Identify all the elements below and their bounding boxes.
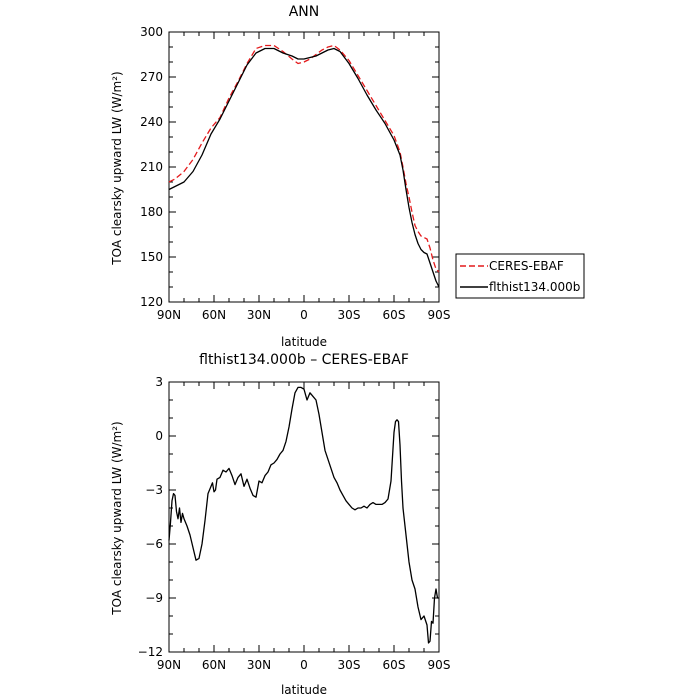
legend-label-flthist: flthist134.000b [489,280,580,294]
bottom-chart-y-axis-label: TOA clearsky upward LW (W/m²) [110,421,124,615]
top-chart-x-axis-label: latitude [281,335,327,349]
bottom-chart-title: flthist134.000b – CERES-EBAF [199,352,409,368]
top-chart-y-tick-label: 270 [140,70,163,84]
bottom-chart-x-tick-label: 90N [157,658,181,672]
top-chart-y-tick-label: 240 [140,115,163,129]
bottom-chart-y-tick-label: 3 [155,375,163,389]
top-chart-x-tick-label: 90N [157,308,181,322]
legend: CERES-EBAF flthist134.000b [455,253,585,299]
bottom-chart-x-tick-label: 0 [300,658,308,672]
top-chart-x-tick-label: 60N [202,308,226,322]
top-chart-axes: 90N 60N 30N 0 30S 60S 90S 120 150 180 210 240 270 300 [140,25,450,322]
top-chart-y-tick-label: 300 [140,25,163,39]
bottom-chart-y-tick-label: −3 [145,483,163,497]
bottom-chart-x-axis-label: latitude [281,683,327,697]
bottom-chart-y-tick-label: −12 [138,645,163,659]
bottom-chart-panel: flthist134.000b – CERES-EBAF 90N 60N 30N 0 3… [110,352,450,697]
top-chart-y-tick-label: 120 [140,295,163,309]
top-chart-x-tick-label: 30N [247,308,271,322]
top-chart-plot-frame [168,31,440,303]
bottom-chart-y-tick-label: −9 [145,591,163,605]
top-chart-panel: ANN 90N 60N 30N 0 30S 60S 90S 120 150 180 210 240 27… [110,4,450,349]
top-chart-x-tick-label: 90S [428,308,451,322]
top-chart-y-tick-label: 180 [140,205,163,219]
top-chart-x-tick-label: 30S [338,308,361,322]
bottom-chart-series-line-difference [168,386,439,644]
top-chart-x-tick-label: 0 [300,308,308,322]
legend-box [455,253,585,299]
bottom-chart-series [168,386,439,644]
top-chart-series-line-ceres-ebaf [168,44,440,273]
bottom-chart-y-tick-label: 0 [155,429,163,443]
top-chart-y-tick-label: 210 [140,160,163,174]
top-chart-series-line-flthist [168,47,440,288]
bottom-chart-axes: 90N 60N 30N 0 30S 60S 90S −12 −9 −6 −3 0 3 [138,375,451,672]
legend-label-ceres-ebaf: CERES-EBAF [489,259,564,273]
top-chart-title: ANN [289,4,320,20]
top-chart-y-axis-label: TOA clearsky upward LW (W/m²) [110,71,124,265]
bottom-chart-x-tick-label: 60N [202,658,226,672]
bottom-chart-x-tick-label: 30S [338,658,361,672]
bottom-chart-y-tick-label: −6 [145,537,163,551]
bottom-chart-x-tick-label: 60S [383,658,406,672]
top-chart-y-tick-label: 150 [140,250,163,264]
top-chart-x-tick-label: 60S [383,308,406,322]
bottom-chart-x-tick-label: 90S [428,658,451,672]
top-chart-series [168,44,440,288]
bottom-chart-x-tick-label: 30N [247,658,271,672]
